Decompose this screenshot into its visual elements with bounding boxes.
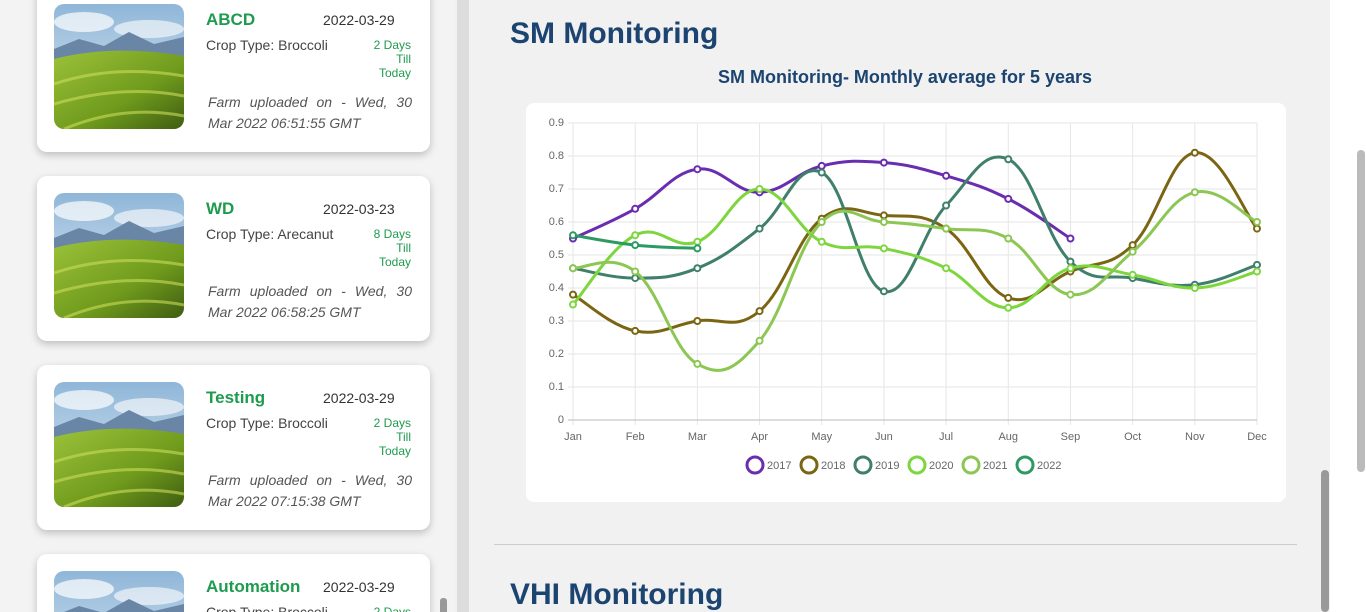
scrollbar — [1357, 150, 1365, 472]
scrollbar — [1321, 470, 1329, 612]
days-text: Today — [378, 444, 411, 458]
farm-date: 2022-03-29 — [323, 390, 395, 406]
upload-info: Farm uploaded on - Wed, 30 Mar 2022 06:5… — [208, 94, 412, 131]
days-since: 8 Days Till Today — [337, 227, 411, 269]
section-title: VHI Monitoring — [510, 578, 724, 611]
farm-date: 2022-03-29 — [323, 579, 395, 595]
days-text: Today — [378, 66, 411, 80]
divider — [457, 0, 469, 612]
farm-image — [54, 4, 184, 129]
farm-image — [54, 382, 184, 507]
days-text: Till — [396, 241, 411, 255]
crop-type: Crop Type: Broccoli — [206, 604, 328, 612]
farm-date: 2022-03-29 — [323, 12, 395, 28]
separator — [494, 544, 1297, 545]
scrollbar — [440, 598, 447, 612]
farm-card[interactable]: Testing 2022-03-29 Crop Type: Broccoli 2 Da… — [37, 365, 430, 530]
days-since: 2 Days Till Today — [337, 38, 411, 80]
days-text: 8 Days — [373, 227, 411, 241]
farm-image — [54, 193, 184, 318]
crop-type: Crop Type: Broccoli — [206, 415, 328, 431]
days-text: Till — [396, 430, 411, 444]
crop-type: Crop Type: Arecanut — [206, 226, 334, 242]
farm-name: Testing — [206, 388, 266, 407]
farm-name: Automation — [206, 577, 301, 596]
days-text: 2 Days — [373, 416, 411, 430]
farm-name: ABCD — [206, 10, 256, 29]
chart-box — [526, 103, 1286, 502]
upload-info: Farm uploaded on - Wed, 30 Mar 2022 07:1… — [208, 472, 412, 509]
farm-card[interactable]: Automation 2022-03-29 Crop Type: Broccoli 2… — [37, 554, 430, 612]
upload-info: Farm uploaded on - Wed, 30 Mar 2022 06:5… — [208, 283, 412, 320]
farm-card[interactable]: WD 2022-03-23 Crop Type: Arecanut 8 Days Til… — [37, 176, 430, 341]
farm-date: 2022-03-23 — [323, 201, 395, 217]
farm-list: ABCD 2022-03-29 Crop Type: Broccoli 2 Days T… — [0, 0, 455, 612]
days-since: 2 Days — [337, 605, 411, 612]
days-text: 2 Days — [373, 38, 411, 52]
crop-type: Crop Type: Broccoli — [206, 37, 328, 53]
farm-image — [54, 571, 184, 612]
days-text: 2 Days — [373, 605, 411, 612]
farm-name: WD — [206, 199, 235, 218]
monitoring-panel: SM Monitoring SM Monitoring- Monthly ave… — [470, 0, 1322, 612]
section-title: SM Monitoring — [510, 17, 719, 50]
farm-card[interactable]: ABCD 2022-03-29 Crop Type: Broccoli 2 Days T… — [37, 0, 430, 152]
chart-title: SM Monitoring- Monthly average for 5 yea… — [717, 67, 1093, 87]
days-since: 2 Days Till Today — [337, 416, 411, 458]
days-text: Till — [396, 52, 411, 66]
days-text: Today — [378, 255, 411, 269]
